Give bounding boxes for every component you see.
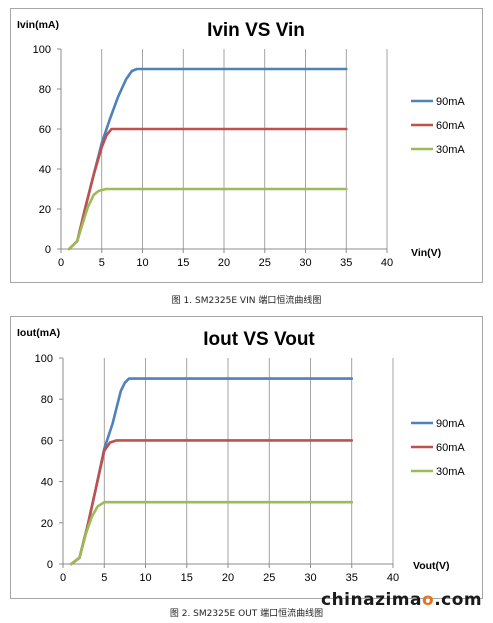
x-tick-label: 25 [263, 572, 275, 584]
y-axis-label: Iout(mA) [17, 327, 60, 339]
x-tick-label: 10 [136, 257, 148, 269]
series-line-90mA [69, 377, 354, 566]
y-tick-label: 100 [33, 44, 51, 56]
legend-label-90mA: 90mA [436, 96, 465, 108]
y-tick-label: 40 [39, 164, 51, 176]
y-axis-label: Ivin(mA) [17, 19, 59, 31]
y-tick-label: 60 [41, 435, 53, 447]
x-tick-label: 30 [299, 257, 311, 269]
y-tick-label: 20 [39, 204, 51, 216]
series-line-90mA [67, 67, 348, 251]
watermark-logo: chinazimao.com [321, 590, 483, 610]
series-line-60mA [69, 439, 354, 566]
y-tick-label: 40 [41, 477, 53, 489]
y-tick-label: 80 [39, 84, 51, 96]
y-tick-label: 80 [41, 394, 53, 406]
x-tick-label: 35 [340, 257, 352, 269]
legend-label-60mA: 60mA [436, 120, 465, 132]
x-tick-label: 10 [139, 572, 151, 584]
x-axis-label: Vout(V) [413, 560, 450, 572]
y-tick-label: 20 [41, 518, 53, 530]
legend-label-30mA: 30mA [436, 466, 465, 478]
x-tick-label: 15 [177, 257, 189, 269]
x-tick-label: 25 [259, 257, 271, 269]
x-axis-label: Vin(V) [411, 247, 441, 259]
y-tick-label: 0 [45, 244, 51, 256]
legend-label-90mA: 90mA [436, 418, 465, 430]
chart-1-caption: 图 1. SM2325E VIN 端口恒流曲线图 [171, 296, 322, 306]
x-tick-label: 20 [222, 572, 234, 584]
y-tick-label: 60 [39, 124, 51, 136]
chart-2-svg: 0 20 40 60 80 100 0 5 10 15 20 25 30 35 40 Iout VS Vout… [17, 327, 465, 584]
x-tick-label: 20 [218, 257, 230, 269]
chart-title: Ivin VS Vin [207, 20, 305, 41]
legend-label-60mA: 60mA [436, 442, 465, 454]
x-tick-label: 5 [99, 257, 105, 269]
series-line-30mA [69, 500, 354, 566]
y-tick-label: 100 [35, 353, 53, 365]
x-tick-label: 5 [101, 572, 107, 584]
chart-2-caption: 图 2. SM2325E OUT 端口恒流曲线图 [169, 609, 324, 619]
chart-2-frame: 0 20 40 60 80 100 0 5 10 15 20 25 30 35 40 Iout VS Vout… [10, 316, 483, 599]
x-tick-label: 0 [58, 257, 64, 269]
x-tick-label: 30 [304, 572, 316, 584]
series-line-60mA [67, 127, 348, 251]
y-tick-label: 0 [47, 559, 53, 571]
x-tick-label: 40 [387, 572, 399, 584]
chart-1-svg: 0 20 40 60 80 100 0 5 10 15 20 25 30 35 40 Ivin VS Vin I… [17, 19, 465, 269]
x-tick-label: 40 [381, 257, 393, 269]
x-tick-label: 15 [181, 572, 193, 584]
x-tick-label: 0 [60, 572, 66, 584]
chart-1-frame: 0 20 40 60 80 100 0 5 10 15 20 25 30 35 40 Ivin VS Vin I… [10, 8, 483, 283]
series-line-30mA [67, 187, 348, 251]
x-tick-label: 35 [346, 572, 358, 584]
legend-label-30mA: 30mA [436, 144, 465, 156]
chart-title: Iout VS Vout [203, 329, 315, 350]
